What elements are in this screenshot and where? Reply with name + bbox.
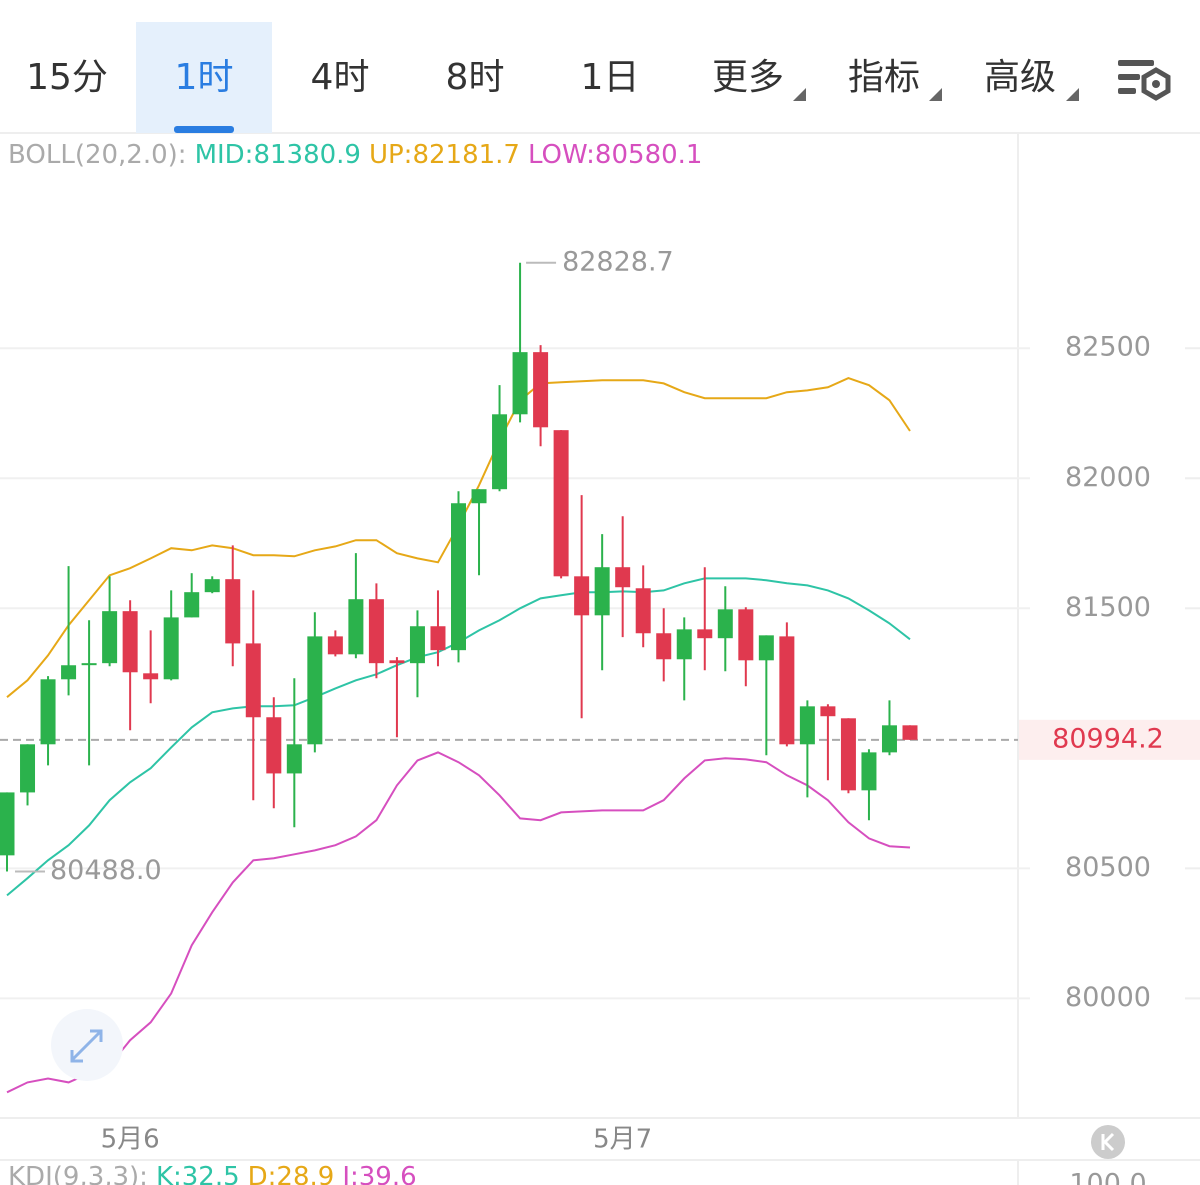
candle-body [245, 643, 261, 718]
candle-body [451, 503, 466, 651]
tab[interactable]: 1日 [581, 57, 640, 98]
candle-body [61, 665, 77, 680]
y-tick-label: 80000 [1065, 982, 1151, 1013]
expand-button[interactable] [51, 1009, 123, 1081]
candle-body [348, 599, 364, 655]
legend-entry: K:32.5 [156, 1162, 240, 1185]
candle-body [286, 744, 302, 774]
scroll-to-latest-button[interactable] [1091, 1125, 1125, 1159]
y-tick-label: 80500 [1065, 852, 1151, 883]
candle-body [553, 430, 569, 577]
tab-highlight [136, 22, 272, 133]
tab[interactable]: 8时 [446, 57, 505, 98]
settings-icon[interactable] [1118, 60, 1171, 101]
candle-body [143, 673, 159, 680]
legend-entry: J:39.6 [340, 1162, 416, 1185]
tab[interactable]: 高级 [984, 57, 1056, 98]
candle-body [368, 599, 384, 664]
candle-body [163, 617, 179, 680]
candle-body [430, 626, 446, 651]
candle-body [635, 588, 651, 634]
candle-body [0, 792, 15, 856]
y-tick-label: 81500 [1065, 592, 1151, 623]
candle-body [615, 567, 631, 588]
candle-body [512, 352, 528, 415]
indicator-legend: BOLL(20,2.0): MID:81380.9 UP:82181.7 LOW:80… [8, 140, 702, 170]
indicator-name: BOLL(20,2.0): [8, 140, 187, 170]
candle-body [40, 679, 56, 745]
candle-body [471, 489, 487, 504]
high-marker-label: 82828.7 [562, 246, 674, 277]
dropdown-caret [793, 88, 806, 101]
kdj-legend: KDJ(9,3,3): K:32.5 D:28.9 J:39.6 [8, 1162, 417, 1185]
legend-entry: LOW:80580.1 [528, 140, 702, 170]
candle-body [20, 744, 36, 793]
candle-body [676, 629, 692, 660]
candle-body [738, 609, 754, 661]
candle-body [758, 635, 774, 661]
candle-body [389, 660, 405, 664]
candle-body [779, 636, 795, 745]
candle-body [881, 725, 897, 753]
legend-entry: UP:82181.7 [369, 140, 520, 170]
candle-body [102, 611, 118, 664]
candle-body [533, 352, 549, 428]
candle-body [902, 725, 918, 740]
candle-body [820, 706, 836, 717]
tab[interactable]: 4时 [311, 57, 370, 98]
x-tick-label: 5月6 [101, 1125, 160, 1155]
legend-entry: D:28.9 [248, 1162, 335, 1185]
x-tick-label: 5月7 [593, 1125, 652, 1155]
y-tick-label: 82000 [1065, 462, 1151, 493]
plot-area: 80000 80500 81500 82000 82500 5月6 5月7 82828.7 80… [0, 246, 1200, 1155]
candle-body [492, 414, 508, 490]
candle-body [409, 626, 425, 664]
low-marker-label: 80488.0 [50, 855, 162, 886]
candle-body [266, 717, 282, 774]
tab-indicator [174, 126, 234, 133]
candle-body [861, 752, 877, 791]
dropdown-caret [929, 88, 942, 101]
candle-body [122, 611, 138, 673]
candle-body [81, 663, 97, 666]
candle-body [574, 576, 590, 616]
candle-body [840, 718, 856, 791]
candle-body [184, 592, 200, 618]
indicator-name: KDJ(9,3,3): [8, 1162, 148, 1185]
legend-entry: MID:81380.9 [195, 140, 361, 170]
tab[interactable]: 指标 [848, 57, 920, 98]
candle-body [225, 579, 241, 644]
dropdown-caret [1066, 88, 1079, 101]
last-price-box [1019, 719, 1200, 760]
candle-body [594, 567, 610, 616]
candle-body [307, 636, 323, 745]
candle-body [204, 579, 220, 593]
candle-body [717, 609, 733, 639]
tab[interactable]: 1时 [175, 57, 234, 98]
last-price-label: 80994.2 [1052, 723, 1164, 754]
candle-body [656, 633, 672, 660]
boll-line [6, 751, 911, 1094]
kdj-axis-label: 100.0 [1069, 1169, 1146, 1185]
candle-body [799, 706, 815, 745]
tab[interactable]: 15分 [26, 57, 108, 98]
tab[interactable]: 更多 [712, 57, 784, 98]
tab-group: 15分 1时 4时 8时 1日 更多 指标 高级 [26, 22, 1056, 133]
candle-body [697, 629, 713, 639]
y-tick-label: 82500 [1065, 332, 1151, 363]
candle-body [327, 636, 343, 655]
